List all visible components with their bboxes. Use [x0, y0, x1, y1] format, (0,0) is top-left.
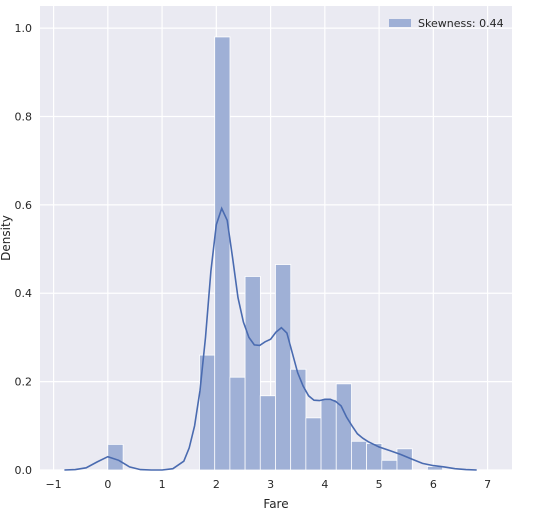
y-tick-labels: 0.0 0.2 0.4 0.6 0.8 1.0: [15, 22, 33, 477]
y-tick-label: 0.6: [15, 199, 33, 212]
histogram-bar: [259, 395, 276, 471]
x-tick-labels: −1 0 1 2 3 4 5 6 7: [45, 478, 491, 491]
histogram-bar: [214, 36, 231, 471]
y-axis-label: Density: [0, 215, 13, 261]
histogram-bar: [244, 276, 261, 471]
y-tick-label: 0.2: [15, 376, 33, 389]
y-tick-label: 0.0: [15, 464, 33, 477]
legend: Skewness: 0.44: [389, 17, 504, 30]
x-tick-label: 2: [213, 478, 220, 491]
x-tick-label: 4: [321, 478, 328, 491]
histogram-bar: [396, 448, 413, 471]
y-tick-label: 0.4: [15, 287, 33, 300]
histogram-bar: [335, 383, 352, 471]
histogram-bar: [381, 459, 398, 471]
histogram-bar: [366, 443, 383, 471]
x-tick-label: 3: [267, 478, 274, 491]
legend-swatch: [389, 19, 411, 27]
histogram-bar: [320, 398, 337, 471]
kde-curve: [64, 206, 477, 471]
x-tick-label: −1: [45, 478, 61, 491]
histogram-bar: [305, 417, 322, 471]
x-tick-label: 5: [376, 478, 383, 491]
histogram-bars: [107, 36, 444, 471]
x-tick-label: 0: [104, 478, 111, 491]
histogram-bar: [290, 368, 307, 471]
histogram-bar: [275, 264, 292, 471]
legend-label: Skewness: 0.44: [418, 17, 504, 30]
y-tick-label: 1.0: [15, 22, 33, 35]
x-tick-label: 7: [484, 478, 491, 491]
x-tick-label: 6: [430, 478, 437, 491]
histogram-bar: [351, 440, 368, 471]
y-tick-label: 0.8: [15, 110, 33, 123]
x-tick-label: 1: [159, 478, 166, 491]
histogram-bar: [229, 376, 246, 471]
x-axis-label: Fare: [263, 497, 288, 511]
